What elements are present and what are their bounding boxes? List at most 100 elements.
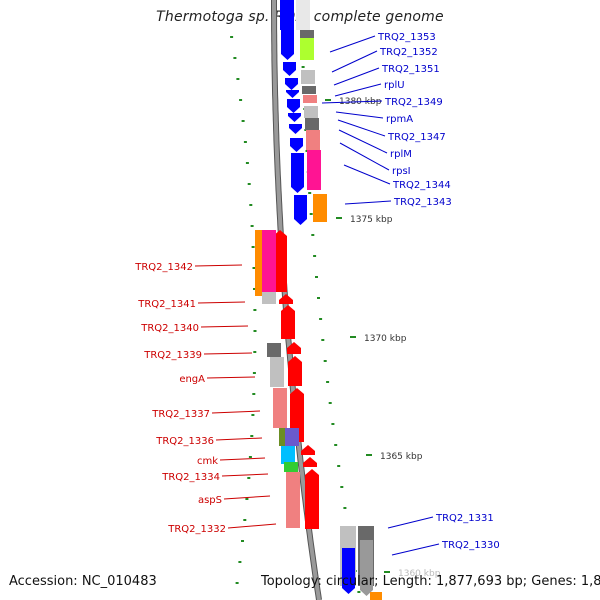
tick-mark bbox=[252, 393, 256, 395]
scale-tick bbox=[336, 217, 342, 219]
gene-label: rplU bbox=[384, 80, 405, 91]
label-leader-line bbox=[329, 35, 376, 53]
reverse-gene-arrow bbox=[342, 548, 355, 594]
label-leader-line bbox=[335, 111, 384, 119]
tick-mark bbox=[317, 297, 320, 299]
label-leader-line bbox=[206, 376, 256, 379]
feature-block bbox=[267, 343, 281, 357]
gene-label: rpsI bbox=[392, 166, 411, 177]
tick-mark bbox=[249, 204, 253, 206]
tick-mark bbox=[334, 444, 338, 446]
label-leader-line bbox=[215, 437, 263, 441]
feature-block bbox=[301, 70, 315, 84]
tick-mark bbox=[241, 540, 244, 542]
tick-mark bbox=[238, 561, 242, 563]
tick-mark bbox=[253, 309, 257, 311]
scale-label: 1365 kbp bbox=[380, 452, 423, 462]
feature-block bbox=[306, 130, 320, 150]
label-leader-line bbox=[194, 264, 243, 267]
gene-label: TRQ2_1337 bbox=[151, 409, 210, 420]
forward-gene-arrow bbox=[287, 342, 301, 354]
tick-mark bbox=[253, 288, 256, 290]
feature-block bbox=[303, 95, 317, 103]
gene-label: TRQ2_1336 bbox=[155, 436, 214, 447]
gene-label: TRQ2_1331 bbox=[435, 513, 494, 524]
forward-gene-arrow bbox=[273, 230, 287, 292]
tick-mark bbox=[319, 318, 323, 320]
feature-block bbox=[273, 388, 287, 428]
gene-label: TRQ2_1334 bbox=[161, 472, 220, 483]
gene-label: TRQ2_1339 bbox=[143, 350, 202, 361]
reverse-gene-arrow bbox=[283, 62, 296, 76]
tick-mark bbox=[251, 246, 255, 248]
tick-mark bbox=[323, 360, 327, 362]
tick-mark bbox=[309, 213, 313, 215]
tick-mark bbox=[251, 414, 255, 416]
label-leader-line bbox=[344, 200, 392, 205]
tick-mark bbox=[340, 486, 344, 488]
tick-mark bbox=[250, 225, 254, 227]
gene-label: aspS bbox=[198, 495, 222, 506]
tick-mark bbox=[247, 183, 251, 185]
label-leader-line bbox=[337, 119, 386, 137]
feature-block bbox=[284, 462, 298, 472]
label-leader-line bbox=[387, 516, 434, 529]
gene-label: TRQ2_1352 bbox=[379, 47, 438, 58]
feature-block bbox=[370, 592, 382, 600]
tick-mark bbox=[326, 381, 330, 383]
tick-mark bbox=[243, 141, 247, 143]
feature-block bbox=[313, 194, 327, 222]
reverse-gene-arrow bbox=[288, 113, 301, 122]
tick-mark bbox=[245, 162, 249, 164]
gene-label: TRQ2_1332 bbox=[167, 524, 226, 535]
tick-mark bbox=[247, 477, 251, 479]
feature-block bbox=[262, 292, 276, 304]
scale-label: 1360 kbp bbox=[398, 569, 441, 579]
tick-mark bbox=[337, 465, 341, 467]
scale-tick bbox=[325, 99, 331, 101]
tick-mark bbox=[252, 372, 256, 374]
feature-block bbox=[305, 118, 319, 130]
feature-block bbox=[281, 446, 295, 464]
tick-mark bbox=[315, 276, 318, 278]
feature-block bbox=[262, 230, 276, 296]
tick-mark bbox=[301, 66, 305, 68]
gene-label: TRQ2_1343 bbox=[393, 197, 452, 208]
label-leader-line bbox=[338, 129, 388, 154]
tick-mark bbox=[239, 99, 243, 101]
feature-block bbox=[285, 428, 299, 446]
label-leader-line bbox=[339, 142, 390, 171]
forward-gene-arrow bbox=[279, 294, 293, 304]
label-leader-line bbox=[197, 301, 246, 304]
reverse-gene-arrow bbox=[287, 99, 300, 113]
gene-label: rpmA bbox=[386, 114, 413, 125]
forward-gene-arrow bbox=[301, 445, 315, 455]
label-leader-line bbox=[223, 495, 271, 500]
gene-label: TRQ2_1342 bbox=[134, 262, 193, 273]
gene-label: TRQ2_1330 bbox=[441, 540, 500, 551]
feature-block bbox=[302, 86, 316, 94]
tick-mark bbox=[250, 435, 254, 437]
tick-mark bbox=[343, 507, 347, 509]
gene-label: cmk bbox=[197, 456, 218, 467]
label-leader-line bbox=[211, 410, 261, 414]
label-leader-line bbox=[343, 164, 391, 185]
reverse-strand-genes bbox=[280, 0, 382, 600]
reverse-gene-arrow bbox=[289, 124, 302, 134]
tick-mark bbox=[243, 519, 247, 521]
tick-mark bbox=[252, 267, 256, 269]
forward-strand-genes bbox=[255, 230, 319, 529]
reverse-gene-arrow bbox=[280, 0, 294, 30]
scale-tick bbox=[366, 454, 372, 456]
tick-mark bbox=[236, 78, 240, 80]
tick-mark bbox=[321, 339, 325, 341]
scale-label: 1370 kbp bbox=[364, 334, 407, 344]
reverse-gene-arrow bbox=[360, 540, 373, 596]
label-leader-line bbox=[219, 457, 266, 461]
tick-mark bbox=[308, 192, 312, 194]
tick-mark bbox=[241, 120, 245, 122]
tick-mark bbox=[248, 456, 252, 458]
forward-gene-arrow bbox=[281, 305, 295, 339]
label-leader-line bbox=[200, 325, 249, 328]
feature-block bbox=[300, 38, 314, 60]
